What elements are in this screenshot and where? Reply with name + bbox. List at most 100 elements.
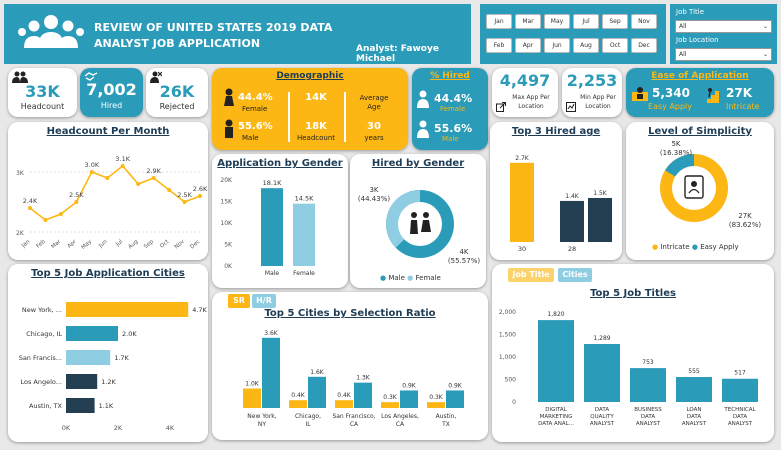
x-tick-label: Chicago, <box>295 413 321 420</box>
legend-female: Female <box>415 274 441 282</box>
cities-card: Top 5 Job Application Cities New York, .… <box>8 264 208 442</box>
data-point <box>105 176 110 180</box>
data-point <box>43 218 48 222</box>
legend-dot: ● <box>407 274 414 282</box>
header-banner: REVIEW OF UNITED STATES 2019 DATA ANALYS… <box>4 4 471 64</box>
x-tick-label: ANALYST <box>682 421 707 427</box>
max-app-label: Max App Per Location <box>504 93 558 111</box>
demographic-title: Demographic <box>276 71 344 81</box>
bar <box>66 326 118 341</box>
pct-hired-male: 55.6% <box>434 122 473 135</box>
bar <box>335 400 353 408</box>
data-label: 0.3K <box>429 394 444 401</box>
demo-male-label: Male <box>242 134 259 142</box>
data-point <box>151 176 156 180</box>
job-location-value: All <box>679 51 687 58</box>
month-slicer: Jan Mar May Jul Sep Nov Feb Apr Jun Aug Oct Dec <box>480 4 666 64</box>
month-button-apr[interactable]: Apr <box>515 38 541 53</box>
easy-value: 5,340 <box>652 86 690 100</box>
x-tick-label: QUALITY <box>590 414 614 420</box>
min-app-label: Min App Per Location <box>574 93 622 111</box>
app-gender-card: Application by Gender 20K 15K 10K 5K 0K 18.1K… <box>212 154 348 288</box>
chevron-down-icon: ⌄ <box>762 51 768 58</box>
hired-gender-card: Hired by Gender 3K (44.43%) 4K (55.57%) … <box>350 154 486 288</box>
month-button-mar[interactable]: Mar <box>515 14 541 29</box>
month-button-jul[interactable]: Jul <box>573 14 599 29</box>
page-title-line2: ANALYST JOB APPLICATION <box>94 37 261 50</box>
cities-button[interactable]: Cities <box>558 268 592 282</box>
data-label: 18.1K <box>263 179 282 187</box>
legend-dot: ● <box>691 243 698 251</box>
x-tick-label: BUSINESS <box>634 407 662 413</box>
month-button-nov[interactable]: Nov <box>631 14 657 29</box>
job-title-dropdown[interactable]: All ⌄ <box>675 20 772 33</box>
y-tick-label: 1,000 <box>499 354 516 361</box>
page-title: REVIEW OF UNITED STATES 2019 DATA ANALYS… <box>94 20 332 52</box>
selection-bar-chart: 1.0K 3.6K New York,NY 0.4K 1.6K Chicago,IL 0.4… <box>243 330 464 428</box>
x-tick-label: Mar <box>50 238 62 250</box>
bar <box>66 302 189 317</box>
bar <box>538 320 574 402</box>
x-tick-label: LOAN <box>687 407 702 413</box>
data-label: 0.9K <box>402 382 417 389</box>
sr-button[interactable]: SR <box>228 294 250 308</box>
month-button-jan[interactable]: Jan <box>486 14 512 29</box>
ease-title: Ease of Application <box>651 71 749 81</box>
demo-female-label: Female <box>242 105 268 113</box>
x-tick-label: Jul <box>114 239 124 249</box>
y-tick-label: Austin, TX <box>29 402 63 410</box>
analyst-name: Analyst: Fawoye Michael <box>356 44 439 64</box>
data-label: 1.6K <box>310 369 325 376</box>
month-button-may[interactable]: May <box>544 14 570 29</box>
page-title-line1: REVIEW OF UNITED STATES 2019 DATA <box>94 21 333 34</box>
min-app-value: 2,253 <box>566 71 618 90</box>
month-button-dec[interactable]: Dec <box>631 38 657 53</box>
hired-male-value: 4K <box>459 248 469 256</box>
document-user-icon <box>684 175 704 199</box>
intricate-label: Intricate <box>726 102 760 111</box>
bar <box>262 337 280 408</box>
job-title-label: Job Title <box>676 8 705 16</box>
month-button-sep[interactable]: Sep <box>602 14 628 29</box>
month-button-aug[interactable]: Aug <box>573 38 599 53</box>
simplicity-easy-label: 5K (16.38%) <box>656 140 696 158</box>
hr-button[interactable]: H/R <box>252 294 276 308</box>
data-label: 0.9K <box>448 382 463 389</box>
month-button-feb[interactable]: Feb <box>486 38 512 53</box>
data-label: 2.4K <box>23 197 38 205</box>
data-label: 1,289 <box>593 335 610 342</box>
legend-male: Male <box>388 274 405 282</box>
data-point <box>182 200 187 204</box>
legend-dot: ● <box>652 243 659 251</box>
data-label: 1.4K <box>565 193 580 200</box>
month-button-oct[interactable]: Oct <box>602 38 628 53</box>
x-tick-label: San Francisco, <box>332 413 375 420</box>
rejected-user-icon <box>150 71 162 83</box>
max-app-label-line1: Max App Per <box>512 94 550 101</box>
x-tick-label: DATA <box>595 407 609 413</box>
demo-headcount-label: Headcount <box>296 134 336 142</box>
hired-male-label: 4K (55.57%) <box>444 248 484 266</box>
job-location-dropdown[interactable]: All ⌄ <box>675 48 772 61</box>
job-title-button[interactable]: Job Title <box>508 268 554 282</box>
x-tick-label: May <box>81 238 94 250</box>
data-label: 753 <box>642 359 654 366</box>
x-tick-label-line2: NY <box>258 421 266 428</box>
x-tick-label-line2: CA <box>396 421 405 428</box>
month-button-jun[interactable]: Jun <box>544 38 570 53</box>
data-point <box>136 182 141 186</box>
male-icon <box>225 119 233 138</box>
x-tick-label: MARKETING <box>540 414 573 420</box>
demo-headcount-male: 18K <box>305 121 327 132</box>
bar <box>588 198 612 242</box>
group-icon <box>12 71 28 83</box>
x-tick-label: Dec <box>189 239 201 250</box>
simplicity-intricate-label: 27K (83.62%) <box>720 212 770 230</box>
data-label: 0.4K <box>291 392 306 399</box>
data-point <box>74 200 79 204</box>
data-point <box>198 194 202 198</box>
easy-label: Easy Apply <box>648 102 692 111</box>
cities-bar-chart: New York, ... 4.7K Chicago, IL 2.0K San Fran… <box>19 302 208 432</box>
hired-card: 7,002 Hired <box>80 68 143 117</box>
data-label: 0.3K <box>383 394 398 401</box>
